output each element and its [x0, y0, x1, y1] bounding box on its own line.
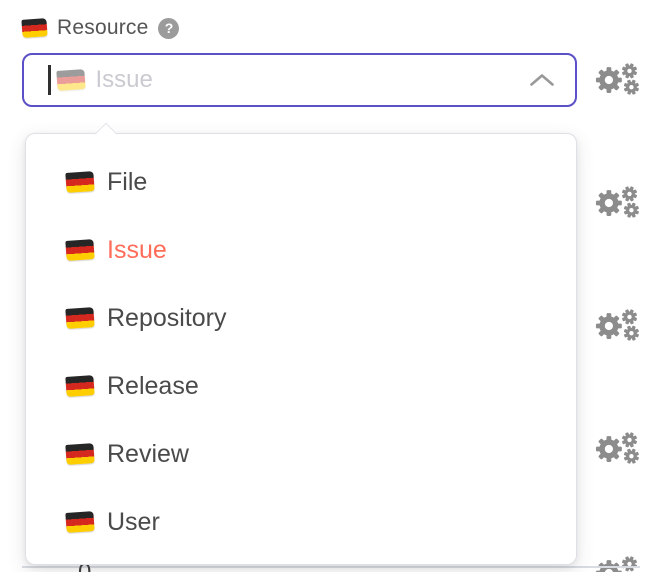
german-flag-icon — [21, 18, 48, 38]
parameter-label: Resource — [57, 16, 149, 39]
option-label: Release — [107, 371, 199, 400]
option-label: User — [107, 507, 160, 536]
german-flag-icon — [65, 511, 95, 533]
settings-gears-icon[interactable] — [595, 306, 641, 346]
dropdown-option-release[interactable]: Release — [26, 352, 576, 420]
german-flag-icon — [65, 307, 95, 329]
option-label: Review — [107, 439, 189, 468]
resource-select-input[interactable]: Issue — [22, 53, 577, 107]
settings-gears-icon[interactable] — [595, 429, 641, 469]
chevron-up-icon[interactable] — [529, 73, 555, 88]
dropdown-option-repository[interactable]: Repository — [26, 284, 576, 352]
german-flag-icon — [65, 443, 95, 465]
help-icon[interactable]: ? — [158, 17, 180, 39]
dropdown-option-file[interactable]: File — [26, 148, 576, 216]
text-caret — [48, 65, 51, 95]
dropdown-option-list: File Issue Repository Release Review Use… — [26, 134, 576, 564]
resource-dropdown-panel: File Issue Repository Release Review Use… — [25, 122, 577, 565]
parameter-label-row: Resource ? — [21, 14, 180, 42]
settings-gears-icon[interactable] — [595, 553, 641, 572]
german-flag-icon — [55, 69, 86, 91]
settings-gears-icon[interactable] — [595, 183, 641, 223]
settings-gears-icon[interactable] — [595, 60, 641, 100]
german-flag-icon — [65, 375, 95, 397]
option-label: File — [107, 167, 148, 196]
dropdown-option-issue[interactable]: Issue — [26, 216, 576, 284]
option-label: Issue — [107, 235, 167, 264]
next-field-top-border — [22, 566, 640, 568]
dropdown-option-review[interactable]: Review — [26, 420, 576, 488]
option-label: Repository — [107, 303, 227, 332]
next-field-partial-value: 0 — [78, 561, 91, 572]
dropdown-option-user[interactable]: User — [26, 488, 576, 556]
select-placeholder-value: Issue — [95, 66, 153, 93]
german-flag-icon — [65, 171, 95, 193]
german-flag-icon — [65, 239, 95, 261]
